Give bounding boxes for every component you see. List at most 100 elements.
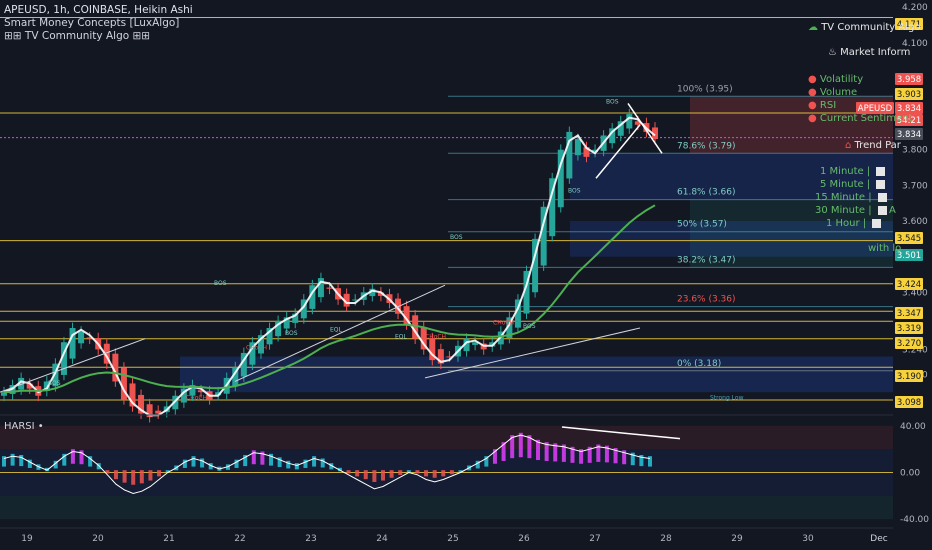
candle[interactable] <box>437 343 444 369</box>
harsi-tick-label: -40.00 <box>900 515 929 525</box>
smc-annotation: CHoCH <box>186 394 207 401</box>
candle[interactable] <box>395 293 402 320</box>
candle[interactable] <box>429 332 436 366</box>
candle[interactable] <box>317 272 324 303</box>
candle[interactable] <box>609 123 616 149</box>
price-label-bg <box>895 18 923 30</box>
harsi-candle <box>363 470 368 480</box>
candle-body <box>583 147 590 157</box>
candle[interactable] <box>189 379 196 401</box>
candle[interactable] <box>412 309 419 345</box>
candle-body <box>403 306 410 325</box>
harsi-candle <box>372 470 377 482</box>
time-tick-label: Dec <box>870 534 887 544</box>
price-label: 3.834 <box>897 130 921 140</box>
candle[interactable] <box>292 308 299 329</box>
harsi-candle <box>260 451 265 465</box>
candle[interactable] <box>60 336 67 381</box>
price-tick-label: 4.200 <box>902 3 928 13</box>
harsi-candle <box>613 448 618 464</box>
smc-annotation: BOS <box>606 98 619 105</box>
candle-body <box>1 392 7 396</box>
candle[interactable] <box>240 347 247 382</box>
candle[interactable] <box>574 133 581 161</box>
candle[interactable] <box>257 329 264 359</box>
trendline <box>0 338 146 393</box>
candle[interactable] <box>43 376 50 397</box>
harsi-candle <box>251 450 256 465</box>
candle-body <box>489 342 496 347</box>
harsi-pane[interactable] <box>0 425 893 520</box>
candle[interactable] <box>532 233 539 298</box>
candle-body <box>275 320 282 337</box>
candle-body <box>463 338 470 352</box>
harsi-candle <box>113 470 118 480</box>
indicator-smc[interactable]: Smart Money Concepts [LuxAlgo] <box>4 17 180 29</box>
harsi-candle <box>432 470 437 478</box>
candle[interactable] <box>343 288 350 312</box>
candle[interactable] <box>523 265 530 319</box>
candle[interactable] <box>489 336 496 352</box>
harsi-candle <box>648 456 652 467</box>
candle-body <box>103 343 110 364</box>
symbol-title[interactable]: APEUSD, 1h, COINBASE, Heikin Ashi <box>4 4 193 16</box>
candle[interactable] <box>266 322 273 350</box>
candle-body <box>69 328 76 359</box>
candle[interactable] <box>592 144 599 158</box>
candle[interactable] <box>69 322 76 364</box>
candle[interactable] <box>566 126 573 184</box>
candle[interactable] <box>138 389 145 419</box>
candle-body <box>523 270 530 314</box>
price-label-bg <box>895 232 923 244</box>
candle[interactable] <box>626 108 633 134</box>
harsi-candle <box>527 435 532 459</box>
candle-body <box>283 317 290 329</box>
candle[interactable] <box>652 122 658 145</box>
harsi-label[interactable]: HARSI • <box>4 421 44 432</box>
candle[interactable] <box>557 144 564 213</box>
candle[interactable] <box>146 398 153 423</box>
price-label: 3.545 <box>897 234 921 244</box>
smc-annotation: EQL <box>395 334 408 341</box>
horizontal-lines-layer <box>0 16 893 401</box>
candle[interactable] <box>103 338 110 369</box>
candle[interactable] <box>463 333 470 357</box>
candle[interactable] <box>583 141 590 163</box>
candle[interactable] <box>155 405 162 419</box>
candle[interactable] <box>377 287 384 302</box>
candle[interactable] <box>472 336 479 351</box>
harsi-candle <box>234 459 239 468</box>
harsi-candle <box>312 456 317 467</box>
harsi-candle <box>200 458 205 468</box>
candle-body <box>395 298 402 314</box>
candle[interactable] <box>549 172 556 242</box>
time-tick-label: 25 <box>447 534 458 544</box>
indicator-tv-community[interactable]: ⊞⊞ TV Community Algo ⊞⊞ <box>4 30 151 42</box>
candle[interactable] <box>52 358 59 392</box>
harsi-candle <box>389 470 394 478</box>
candle[interactable] <box>300 294 307 324</box>
trendline <box>424 327 641 379</box>
harsi-candle <box>88 456 93 467</box>
fib-level-label: 0% (3.18) <box>677 359 721 369</box>
candle[interactable] <box>112 348 119 387</box>
candle[interactable] <box>1 386 7 402</box>
candle[interactable] <box>309 279 316 315</box>
candle[interactable] <box>120 362 127 405</box>
harsi-candle <box>191 456 196 467</box>
candle[interactable] <box>283 311 290 334</box>
fib-level-label: 78.6% (3.79) <box>677 141 736 151</box>
candle[interactable] <box>540 201 547 271</box>
candle[interactable] <box>617 115 624 142</box>
candle-body <box>146 404 153 418</box>
candle-body <box>215 392 222 396</box>
candle[interactable] <box>249 336 256 371</box>
harsi-candle <box>561 444 566 462</box>
harsi-candle <box>492 449 497 464</box>
candle[interactable] <box>369 283 376 302</box>
candle[interactable] <box>129 378 136 412</box>
candle-body <box>232 367 239 386</box>
candle[interactable] <box>514 294 521 333</box>
candle[interactable] <box>275 315 282 342</box>
candle[interactable] <box>506 311 513 344</box>
